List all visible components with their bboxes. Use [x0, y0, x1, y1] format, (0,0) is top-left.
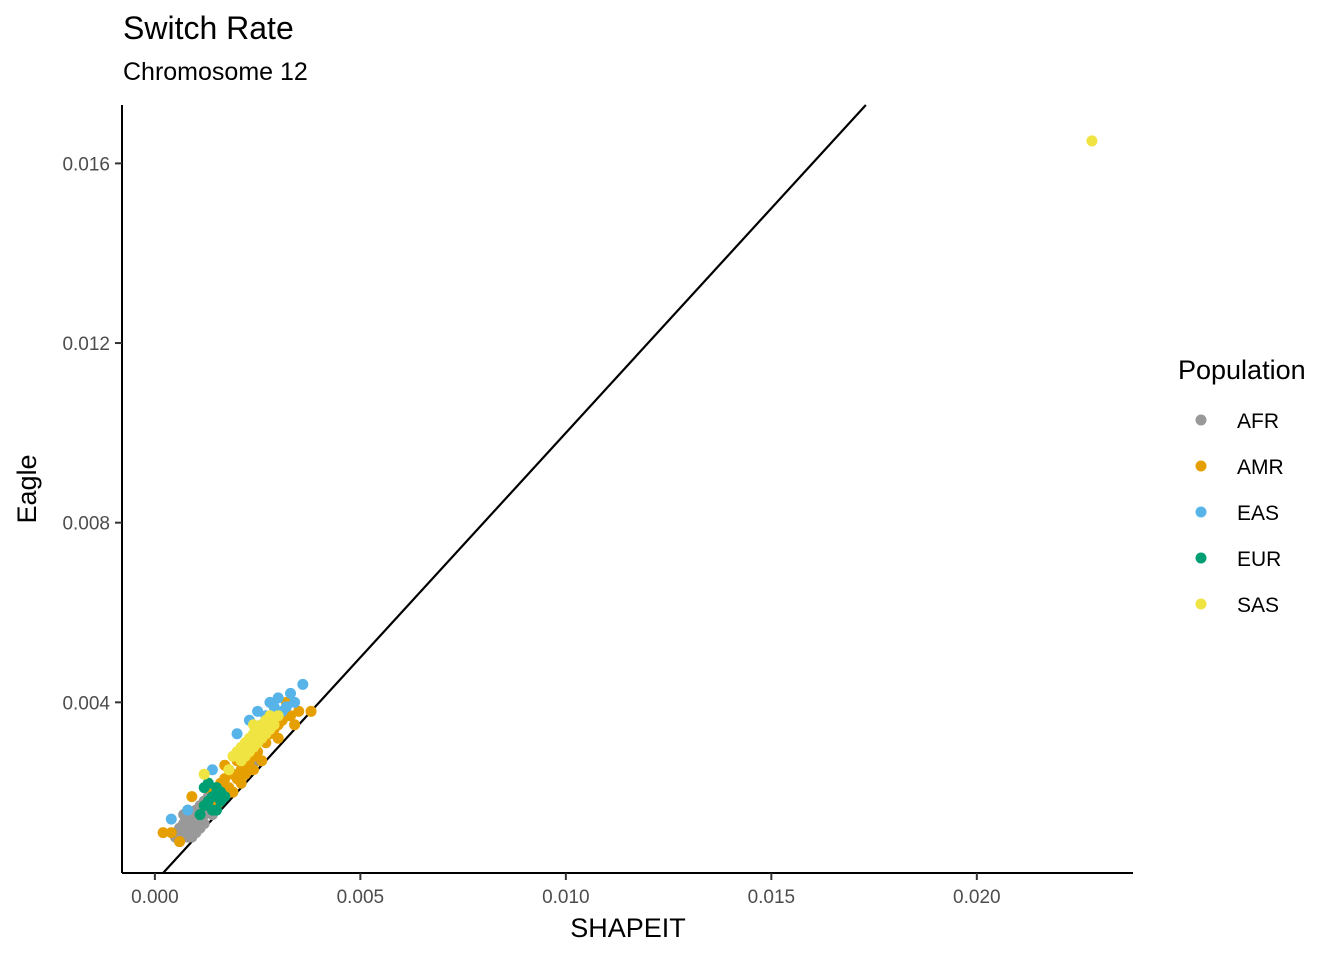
identity-line [162, 104, 867, 874]
y-tick-label: 0.016 [62, 154, 110, 175]
legend-label-amr: AMR [1237, 456, 1284, 479]
data-point-eur [206, 791, 218, 803]
data-point-amr [174, 836, 186, 848]
data-point-amr [239, 768, 251, 780]
data-point-amr [285, 710, 296, 722]
x-tick-label: 0.015 [748, 887, 796, 908]
data-point-amr [293, 705, 305, 717]
legend-label-eas: EAS [1237, 502, 1279, 525]
y-tick-label: 0.012 [62, 334, 110, 355]
legend-key-afr [1195, 414, 1207, 426]
data-point-eur [202, 777, 214, 789]
legend-items: AFR AMR EAS EUR SAS [1195, 410, 1284, 617]
data-point-sas [198, 768, 210, 780]
data-point-eur [206, 804, 218, 816]
data-point-eas [231, 728, 243, 740]
legend-label-afr: AFR [1237, 410, 1279, 433]
chart-title: Switch Rate [123, 10, 294, 46]
axes-layer [121, 105, 1133, 874]
legend-label-eur: EUR [1237, 548, 1281, 571]
data-point-amr [289, 719, 301, 731]
data-point-sas [268, 719, 280, 731]
identity-line-layer [162, 104, 867, 874]
data-point-eas [182, 804, 194, 816]
x-tick-label: 0.010 [542, 887, 590, 908]
data-point-eas [268, 701, 280, 713]
data-point-amr [248, 764, 260, 776]
legend-title: Population [1178, 355, 1306, 385]
legend-key-eas [1195, 506, 1207, 518]
y-axis-title: Eagle [12, 454, 42, 523]
data-point-eas [297, 678, 309, 690]
data-point-afr [194, 822, 206, 834]
data-point-amr [235, 777, 247, 789]
data-point-amr [165, 827, 177, 839]
data-point-amr [256, 755, 268, 767]
data-point-eur [198, 800, 210, 812]
chart-subtitle: Chromosome 12 [123, 58, 308, 86]
data-point-sas [243, 746, 255, 758]
data-point-eas [272, 692, 284, 704]
y-tick-label: 0.004 [62, 693, 110, 714]
data-point-amr [305, 705, 317, 717]
x-tick-label: 0.020 [953, 887, 1001, 908]
legend-key-sas [1195, 598, 1207, 610]
data-point-amr [186, 791, 198, 803]
data-point-eas [165, 813, 177, 825]
data-point-amr [272, 732, 284, 744]
x-axis-title: SHAPEIT [570, 913, 686, 943]
legend: Population AFR AMR EAS EUR SAS [1178, 355, 1306, 617]
data-point-sas [223, 764, 235, 776]
legend-key-amr [1195, 460, 1207, 472]
legend-label-sas: SAS [1237, 594, 1279, 617]
x-tick-label: 0.005 [337, 887, 385, 908]
data-point-eur [215, 795, 227, 807]
points-layer [157, 135, 1098, 848]
y-tick-label: 0.008 [62, 514, 110, 535]
data-point-amr [227, 786, 239, 798]
data-point-sas [1086, 135, 1098, 147]
data-point-sas [248, 719, 260, 731]
data-point-eas [280, 701, 292, 713]
data-point-eas [285, 687, 296, 699]
data-point-sas [235, 755, 247, 767]
x-tick-label: 0.000 [131, 887, 179, 908]
data-point-afr [186, 831, 198, 843]
data-point-eas [289, 696, 301, 708]
data-point-sas [272, 710, 284, 722]
data-point-sas [264, 710, 276, 722]
legend-key-eur [1195, 552, 1207, 564]
data-point-eur [211, 782, 223, 794]
data-point-eas [206, 764, 218, 776]
data-point-amr [157, 827, 169, 839]
data-point-amr [219, 773, 231, 785]
data-point-eur [194, 809, 206, 821]
data-point-eas [252, 705, 264, 717]
ticks-layer: 0.000 0.005 0.010 0.015 0.020 0.004 0.008 0.012… [62, 154, 1000, 908]
